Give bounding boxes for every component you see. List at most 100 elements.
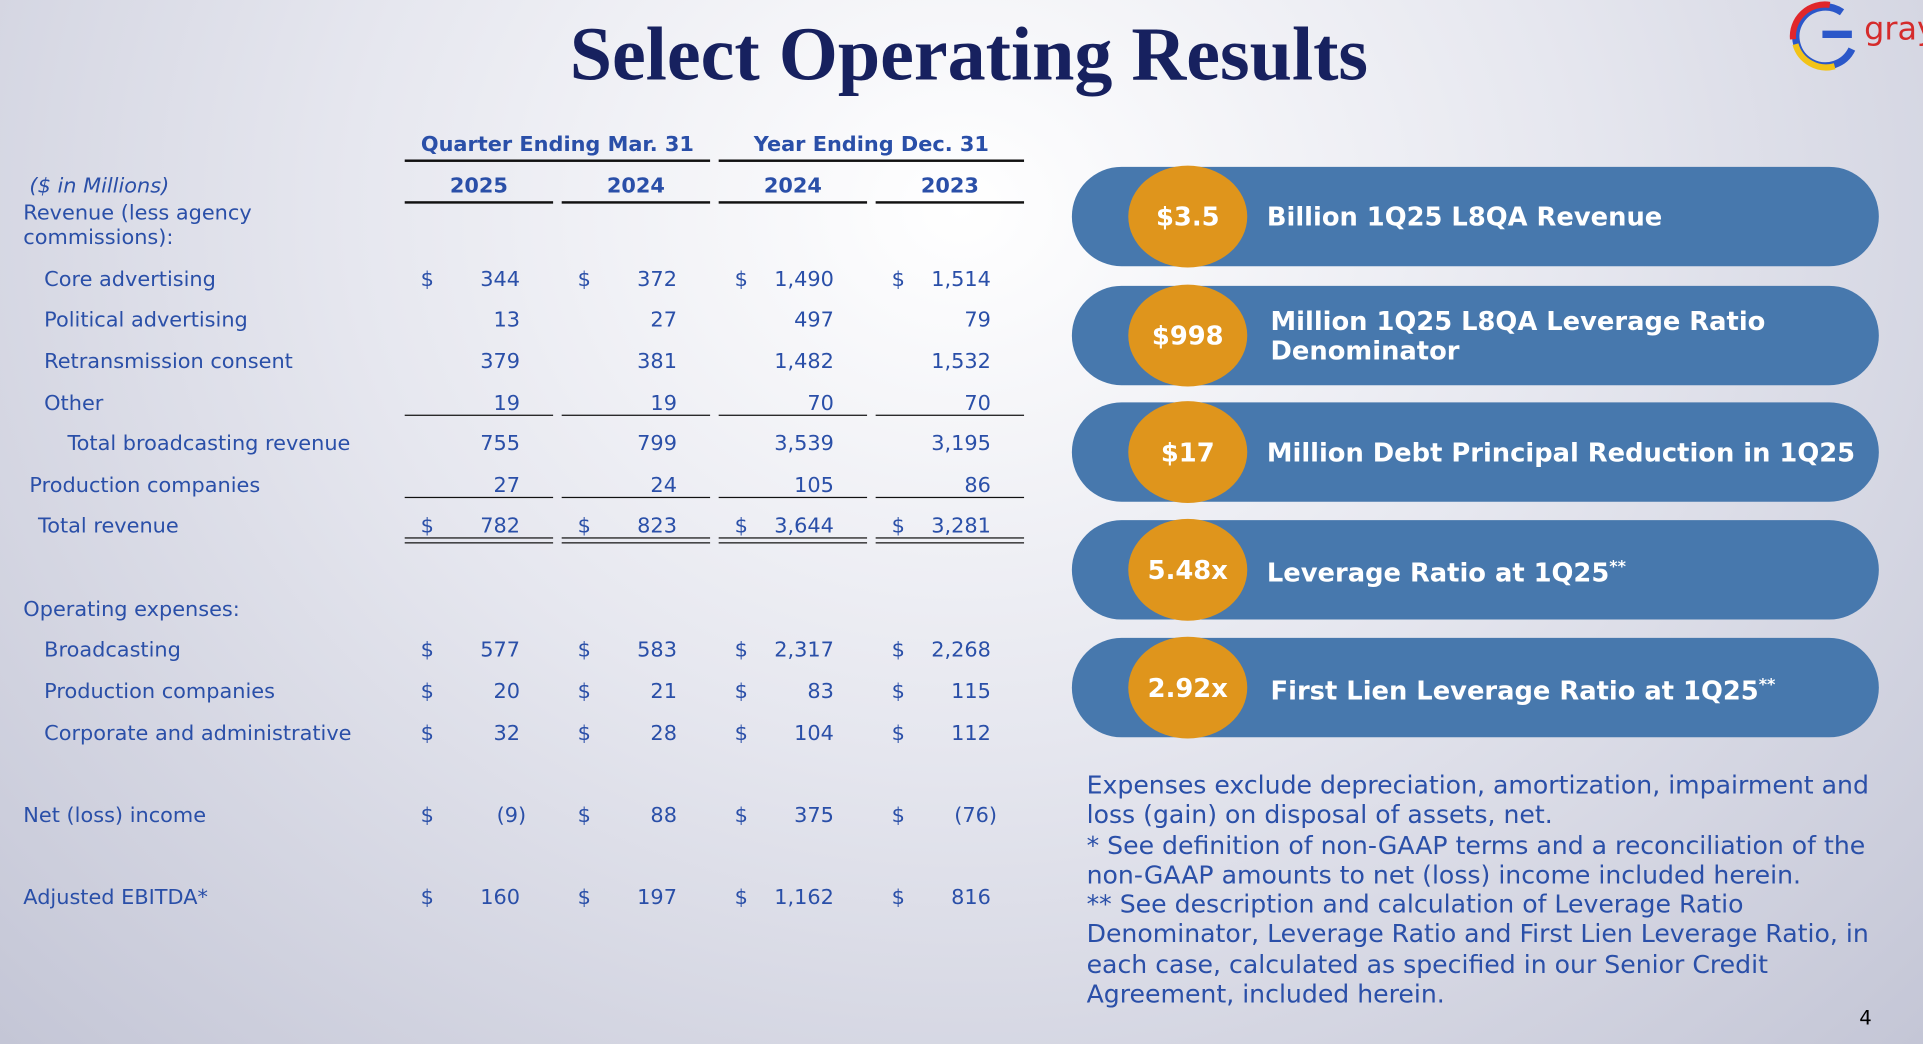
cell-value: 21	[650, 679, 677, 705]
highlight-text: First Lien Leverage Ratio at 1Q25**	[1271, 671, 1860, 705]
currency-sign: $	[577, 885, 591, 911]
row-label: Political advertising	[44, 307, 248, 333]
currency-sign: $	[734, 637, 748, 663]
row-label: Production companies	[44, 679, 275, 705]
row-label: Total revenue	[38, 514, 179, 539]
cell-value: (9)	[496, 803, 527, 829]
cell-value: 83	[807, 679, 834, 705]
footnote-mark: **	[1609, 558, 1626, 577]
underline	[561, 496, 711, 499]
highlight-text: Billion 1Q25 L8QA Revenue	[1267, 202, 1856, 231]
highlight-label: First Lien Leverage Ratio at 1Q25	[1270, 675, 1759, 706]
currency-sign: $	[420, 637, 434, 663]
highlight-text: Million Debt Principal Reduction in 1Q25	[1267, 438, 1856, 467]
row-label: Total broadcasting revenue	[67, 431, 351, 457]
column-header: 2024	[561, 174, 711, 204]
currency-sign: $	[734, 885, 748, 911]
underline	[875, 537, 1025, 539]
cell-value: 577	[480, 637, 520, 663]
highlight-label: Leverage Ratio at 1Q25	[1266, 558, 1610, 588]
underline	[404, 542, 554, 544]
logo-text: gray	[1864, 9, 1923, 47]
currency-sign: $	[891, 803, 905, 829]
currency-sign: $	[734, 679, 748, 705]
underline	[561, 537, 711, 539]
underline	[718, 542, 868, 544]
footnote-mark: **	[1758, 675, 1776, 695]
currency-sign: $	[420, 803, 434, 829]
footnote: ** See description and calculation of Le…	[1086, 889, 1869, 1009]
currency-sign: $	[577, 721, 591, 746]
row-label: Broadcasting	[44, 637, 181, 663]
underline	[404, 414, 554, 416]
cell-value: 3,195	[931, 431, 991, 457]
underline	[718, 537, 868, 539]
cell-value: 344	[480, 267, 520, 292]
column-header: 2023	[875, 174, 1025, 204]
currency-sign: $	[891, 514, 905, 539]
cell-value: 70	[807, 391, 834, 416]
currency-sign: $	[891, 721, 905, 746]
cell-value: 19	[650, 391, 677, 416]
page-number: 4	[1859, 1005, 1872, 1030]
cell-value: 79	[964, 307, 991, 333]
logo: gray	[1789, 1, 1923, 71]
cell-value: 823	[637, 514, 677, 539]
currency-sign: $	[891, 885, 905, 911]
currency-sign: $	[420, 267, 434, 292]
cell-value: 19	[493, 391, 520, 416]
footnotes: Expenses exclude depreciation, amortizat…	[1087, 770, 1884, 1008]
cell-value: (76)	[954, 803, 998, 829]
currency-sign: $	[734, 267, 748, 292]
highlight-text: Leverage Ratio at 1Q25**	[1267, 553, 1856, 587]
row-label: Operating expenses:	[23, 597, 240, 622]
cell-value: 2,268	[931, 637, 991, 663]
group-header: Quarter Ending Mar. 31	[404, 132, 711, 162]
underline	[875, 542, 1025, 544]
row-label: Core advertising	[44, 267, 216, 292]
cell-value: 372	[637, 267, 677, 292]
cell-value: 24	[650, 473, 677, 499]
row-label: Net (loss) income	[23, 803, 207, 829]
slide-title: Select Operating Results	[569, 13, 1368, 97]
units-label: ($ in Millions)	[29, 174, 170, 199]
row-label: Adjusted EBITDA*	[23, 885, 208, 911]
cell-value: 1,162	[774, 885, 834, 911]
currency-sign: $	[891, 267, 905, 292]
cell-value: 28	[650, 721, 677, 746]
cell-value: 379	[480, 349, 520, 375]
cell-value: 160	[480, 885, 520, 911]
cell-value: 20	[493, 679, 520, 705]
footnote: Expenses exclude depreciation, amortizat…	[1086, 770, 1869, 830]
cell-value: 3,281	[931, 514, 991, 539]
cell-value: 1,532	[931, 349, 991, 375]
column-header: 2025	[404, 174, 554, 204]
highlight-figure: $3.5	[1128, 165, 1248, 268]
currency-sign: $	[577, 803, 591, 829]
cell-value: 70	[964, 391, 991, 416]
cell-value: 381	[637, 349, 677, 375]
currency-sign: $	[577, 514, 591, 539]
cell-value: 1,490	[774, 267, 834, 292]
highlight-label: Billion 1Q25 L8QA Revenue	[1266, 202, 1663, 232]
highlight-text: Million 1Q25 L8QA Leverage Ratio Denomin…	[1271, 307, 1860, 366]
cell-value: 3,539	[774, 431, 834, 457]
cell-value: 86	[964, 473, 991, 499]
footnote: * See definition of non-GAAP terms and a…	[1086, 830, 1866, 890]
underline	[875, 496, 1025, 499]
underline	[875, 414, 1025, 416]
underline	[404, 496, 554, 499]
highlight-figure: 2.92x	[1128, 636, 1248, 739]
row-label: Corporate and administrative	[44, 721, 352, 746]
cell-value: 3,644	[774, 514, 834, 539]
underline	[561, 414, 711, 416]
highlight-label: Million 1Q25 L8QA Leverage Ratio Denomin…	[1270, 306, 1766, 366]
underline	[718, 496, 868, 499]
row-label: Retransmission consent	[44, 349, 293, 375]
cell-value: 583	[637, 637, 677, 663]
cell-value: 755	[480, 431, 520, 457]
group-header: Year Ending Dec. 31	[718, 132, 1025, 162]
currency-sign: $	[734, 721, 748, 746]
row-label: Other	[44, 391, 104, 416]
